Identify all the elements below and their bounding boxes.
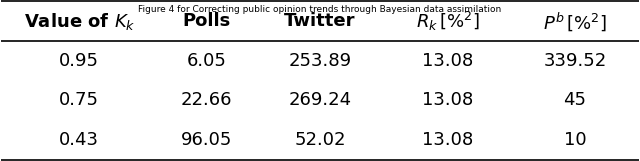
Text: Figure 4 for Correcting public opinion trends through Bayesian data assimilation: Figure 4 for Correcting public opinion t… xyxy=(138,5,502,14)
